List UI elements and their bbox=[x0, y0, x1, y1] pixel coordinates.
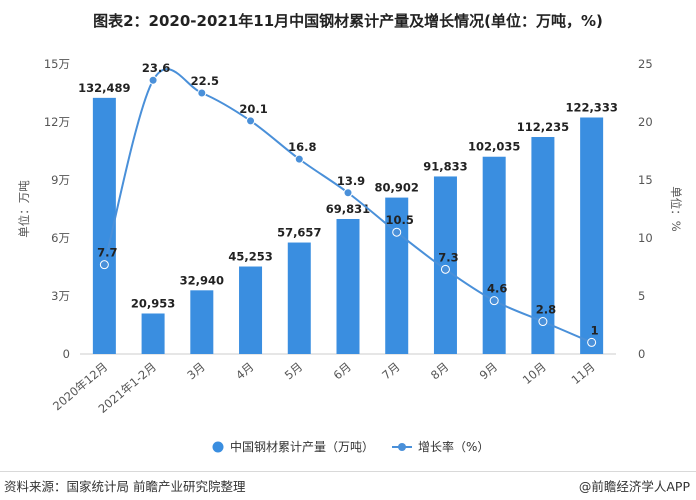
bar-value-label: 32,940 bbox=[180, 273, 224, 287]
line-value-label: 20.1 bbox=[239, 102, 267, 116]
line-point bbox=[99, 260, 109, 270]
line-point bbox=[587, 337, 597, 347]
bar-value-label: 102,035 bbox=[468, 140, 520, 154]
bar-value-label: 112,235 bbox=[517, 120, 569, 134]
bar bbox=[141, 313, 165, 354]
line-value-label: 22.5 bbox=[191, 74, 219, 88]
line-point bbox=[392, 227, 402, 237]
line-value-label: 10.5 bbox=[386, 213, 414, 227]
bar-value-label: 91,833 bbox=[423, 159, 467, 173]
y-left-tick-label: 0 bbox=[63, 347, 70, 361]
bar bbox=[531, 137, 555, 354]
line-value-label: 13.9 bbox=[337, 174, 365, 188]
y-left-axis-label: 单位：万吨 bbox=[17, 180, 31, 238]
line-value-label: 7.3 bbox=[438, 250, 458, 264]
chart-title: 图表2：2020-2021年11月中国钢材累计产量及增长情况(单位：万吨，%) bbox=[93, 12, 603, 30]
source-note: 资料来源：国家统计局 前瞻产业研究院整理 bbox=[4, 479, 246, 494]
brand-note: @前瞻经济学人APP bbox=[578, 479, 690, 494]
x-tick-label: 4月 bbox=[233, 360, 256, 383]
chart-svg: 0 3万 6万 9万 12万 15万 0 5 10 15 20 25 单位：万吨 单位：% 132,489 2… bbox=[17, 57, 683, 454]
y-right-tick-label: 5 bbox=[638, 289, 645, 303]
x-tick-label: 3月 bbox=[184, 360, 207, 383]
bar bbox=[239, 266, 263, 354]
y-right-tick-label: 15 bbox=[638, 173, 653, 187]
x-tick-label: 6月 bbox=[331, 360, 354, 383]
line-value-label: 16.8 bbox=[288, 140, 316, 154]
bar bbox=[92, 97, 116, 354]
line-point bbox=[246, 116, 256, 126]
line-value-label: 23.6 bbox=[142, 61, 170, 75]
bar-value-label: 132,489 bbox=[78, 81, 130, 95]
y-left-tick-label: 3万 bbox=[51, 289, 70, 303]
line-point bbox=[148, 75, 158, 85]
x-tick-label: 8月 bbox=[428, 360, 451, 383]
line-point bbox=[489, 296, 499, 306]
line-value-label: 4.6 bbox=[487, 282, 507, 296]
bar-value-label: 57,657 bbox=[277, 226, 321, 240]
y-right-axis-label: 单位：% bbox=[669, 186, 683, 231]
legend-line-marker bbox=[398, 443, 406, 451]
line-value-label: 2.8 bbox=[536, 303, 556, 317]
x-tick-label: 9月 bbox=[477, 360, 500, 383]
bar-value-label: 69,831 bbox=[326, 202, 370, 216]
bar-value-label: 20,953 bbox=[131, 296, 175, 310]
y-right-tick-label: 0 bbox=[638, 347, 645, 361]
bar bbox=[580, 117, 604, 354]
line-value-label: 1 bbox=[591, 323, 599, 337]
line-point bbox=[294, 154, 304, 164]
legend-bar-label: 中国钢材累计产量（万吨） bbox=[230, 439, 374, 454]
y-right-tick-label: 10 bbox=[638, 231, 653, 245]
x-tick-label: 5月 bbox=[282, 360, 305, 383]
footer-divider bbox=[0, 471, 696, 472]
y-right-tick-label: 20 bbox=[638, 115, 653, 129]
y-left-tick-label: 9万 bbox=[51, 173, 70, 187]
y-right-tick-label: 25 bbox=[638, 57, 653, 71]
bar-value-label: 80,902 bbox=[375, 181, 419, 195]
x-tick-label: 10月 bbox=[520, 360, 549, 388]
bar bbox=[482, 156, 506, 354]
bar bbox=[287, 242, 311, 354]
y-left-tick-label: 6万 bbox=[51, 231, 70, 245]
line-point bbox=[197, 88, 207, 98]
line-point bbox=[440, 264, 450, 274]
x-tick-label: 11月 bbox=[569, 360, 598, 388]
bar-value-label: 122,333 bbox=[565, 100, 617, 114]
legend-bar-swatch bbox=[212, 441, 224, 453]
growth-rate-line bbox=[103, 68, 593, 344]
x-tick-label: 7月 bbox=[379, 360, 402, 383]
line-value-label: 7.7 bbox=[97, 246, 117, 260]
y-left-tick-label: 12万 bbox=[44, 115, 70, 129]
line-point bbox=[343, 188, 353, 198]
line-point bbox=[538, 317, 548, 327]
y-left-tick-label: 15万 bbox=[44, 57, 70, 71]
bar bbox=[336, 218, 360, 354]
bar-value-label: 45,253 bbox=[228, 250, 272, 264]
legend-line-label: 增长率（%） bbox=[418, 439, 489, 454]
bar bbox=[190, 290, 214, 354]
